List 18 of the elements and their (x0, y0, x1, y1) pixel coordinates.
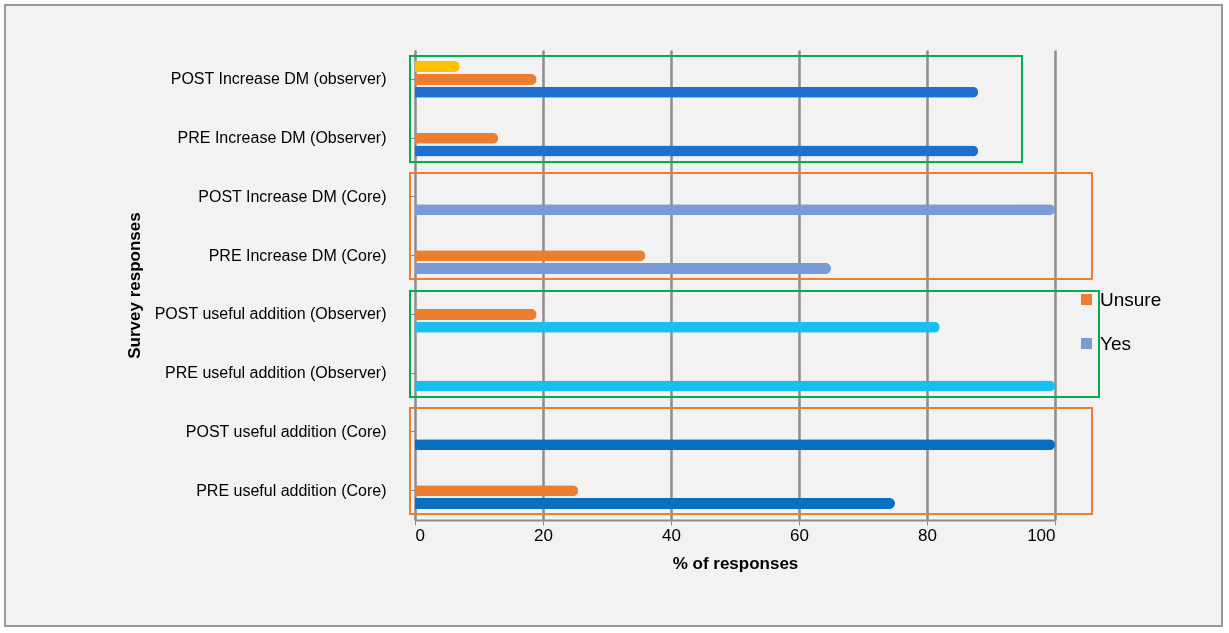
y-tick-label: PRE Increase DM (Observer) (177, 129, 387, 147)
x-tick-label: 60 (790, 525, 809, 545)
y-tick-label: PRE useful addition (Observer) (165, 364, 387, 382)
y-axis-title: Survey responses (124, 212, 144, 359)
x-tick-label: 20 (534, 525, 553, 545)
x-tick-label: 80 (918, 525, 937, 545)
y-tick-label: POST Increase DM (Core) (198, 187, 387, 205)
x-tick-label: 100 (1027, 525, 1056, 545)
y-tick-label: POST useful addition (Observer) (154, 305, 387, 323)
legend-label: Unsure (1100, 288, 1162, 310)
x-tick-label: 40 (662, 525, 681, 545)
legend-label: Yes (1100, 332, 1131, 354)
x-axis-title: % of responses (672, 553, 799, 573)
y-tick-label: PRE useful addition (Core) (196, 481, 387, 499)
x-tick-label: 0 (415, 525, 425, 545)
y-tick-label: POST useful addition (Core) (185, 422, 387, 440)
y-tick-label: PRE Increase DM (Core) (208, 246, 387, 264)
y-tick-label: POST Increase DM (observer) (170, 70, 387, 88)
